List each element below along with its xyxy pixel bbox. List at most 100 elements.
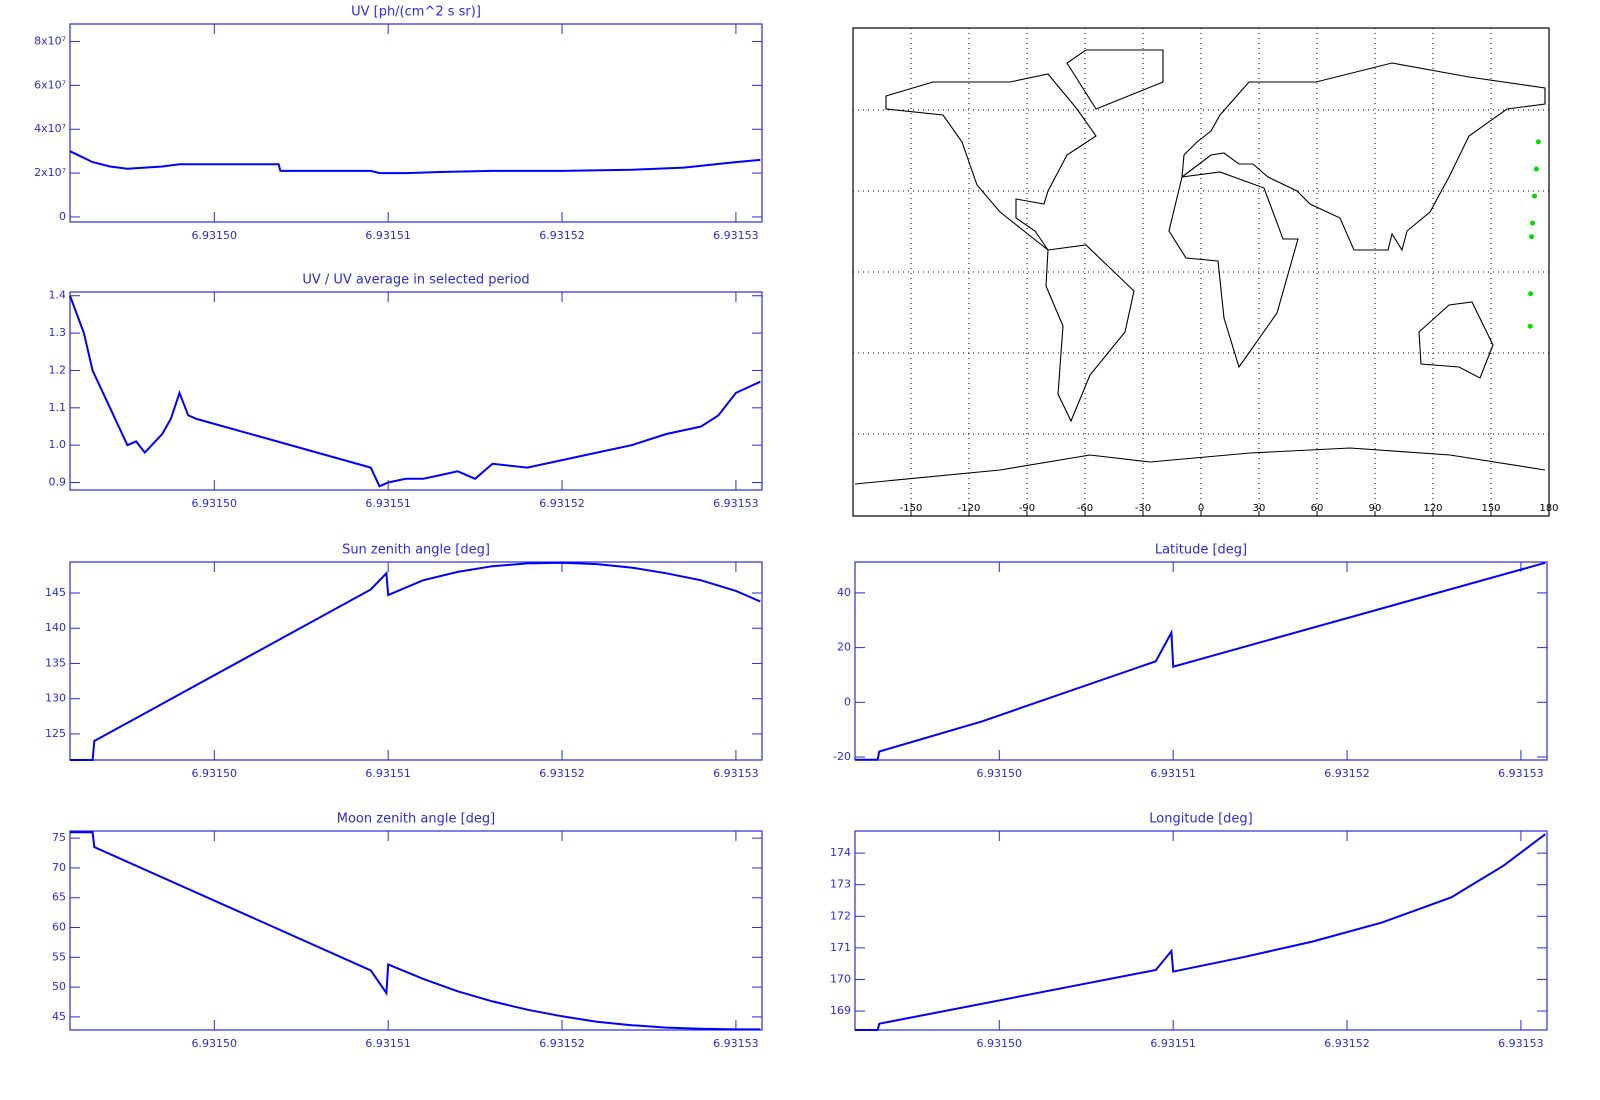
africa xyxy=(1168,171,1299,369)
y-tick-label: 65 xyxy=(52,891,66,904)
y-tick-label: 170 xyxy=(830,972,851,985)
y-tick-label: 2x10⁷ xyxy=(34,166,66,179)
x-tick-label: -30 xyxy=(1135,503,1151,514)
y-tick-label: 1.1 xyxy=(49,401,67,414)
plot-frame xyxy=(69,23,763,223)
map-frame xyxy=(852,27,1550,517)
x-tick-label: 120 xyxy=(1423,503,1442,514)
y-tick-label: 1.0 xyxy=(49,438,67,451)
track-point xyxy=(1529,234,1535,240)
x-tick-label: 6.93152 xyxy=(539,1037,585,1050)
data-line xyxy=(70,561,761,761)
plot-frame xyxy=(854,561,1548,761)
x-tick-label: 0 xyxy=(1198,503,1204,514)
y-tick-label: 60 xyxy=(52,921,66,934)
data-line xyxy=(855,561,1546,761)
x-tick-label: 6.93150 xyxy=(192,1037,238,1050)
x-tick-label: 30 xyxy=(1253,503,1266,514)
x-tick-label: 6.93153 xyxy=(1498,1037,1544,1050)
x-tick-label: -90 xyxy=(1019,503,1035,514)
plot-frame xyxy=(69,291,763,491)
track-point xyxy=(1533,166,1539,172)
y-tick-label: 135 xyxy=(45,656,66,669)
track-point xyxy=(1527,323,1533,329)
plot-frame xyxy=(854,830,1548,1031)
x-tick-label: 6.93152 xyxy=(539,229,585,242)
x-tick-label: -150 xyxy=(900,503,923,514)
x-tick-label: 6.93152 xyxy=(1324,767,1370,780)
y-tick-label: 130 xyxy=(45,692,66,705)
y-tick-label: 140 xyxy=(45,621,66,634)
y-tick-label: 174 xyxy=(830,846,851,859)
x-tick-label: 6.93151 xyxy=(365,229,411,242)
x-tick-label: 6.93151 xyxy=(1150,1037,1196,1050)
y-tick-label: 1.4 xyxy=(49,289,67,302)
x-tick-label: 6.93150 xyxy=(192,229,238,242)
x-tick-label: 6.93152 xyxy=(539,767,585,780)
y-tick-label: 6x10⁷ xyxy=(34,78,66,91)
y-tick-label: 55 xyxy=(52,950,66,963)
data-line xyxy=(70,831,761,1031)
north-america xyxy=(885,73,1097,251)
x-tick-label: 90 xyxy=(1369,503,1382,514)
chart-title: Sun zenith angle [deg] xyxy=(342,543,490,558)
x-tick-label: 6.93150 xyxy=(977,767,1023,780)
x-tick-label: 6.93150 xyxy=(192,767,238,780)
track-point xyxy=(1532,193,1537,199)
y-tick-label: 75 xyxy=(52,831,66,844)
x-tick-label: 6.93153 xyxy=(713,1037,759,1050)
x-tick-label: 150 xyxy=(1481,503,1500,514)
y-tick-label: 173 xyxy=(830,878,851,891)
y-tick-label: 20 xyxy=(837,641,851,654)
x-tick-label: 6.93151 xyxy=(1150,767,1196,780)
antarctica xyxy=(854,447,1546,485)
data-line xyxy=(855,833,1546,1031)
x-tick-label: 180 xyxy=(1539,503,1558,514)
plot-frame xyxy=(69,830,763,1031)
y-tick-label: 70 xyxy=(52,861,66,874)
y-tick-label: 1.3 xyxy=(49,326,67,339)
y-tick-label: 171 xyxy=(830,941,851,954)
x-tick-label: 60 xyxy=(1311,503,1324,514)
x-tick-label: 6.93151 xyxy=(365,1037,411,1050)
x-tick-label: 6.93150 xyxy=(192,497,238,510)
chart-title: Longitude [deg] xyxy=(1149,812,1252,827)
x-tick-label: 6.93153 xyxy=(1498,767,1544,780)
data-line xyxy=(69,150,761,175)
y-tick-label: 125 xyxy=(45,727,66,740)
y-tick-label: 1.2 xyxy=(49,363,67,376)
y-tick-label: 0.9 xyxy=(49,476,67,489)
chart-title: Latitude [deg] xyxy=(1155,543,1247,558)
y-tick-label: 172 xyxy=(830,909,851,922)
coastlines xyxy=(853,49,1549,485)
eurasia xyxy=(1181,62,1546,252)
greenland xyxy=(1066,49,1164,110)
australia xyxy=(1418,301,1494,379)
track-point xyxy=(1530,220,1536,226)
y-tick-label: 50 xyxy=(52,980,66,993)
x-tick-label: 6.93151 xyxy=(365,497,411,510)
plot-frame xyxy=(69,561,763,761)
south-america xyxy=(1045,244,1135,423)
x-tick-label: 6.93151 xyxy=(365,767,411,780)
x-tick-label: 6.93153 xyxy=(713,767,759,780)
x-tick-label: -120 xyxy=(958,503,981,514)
x-tick-label: 6.93150 xyxy=(977,1037,1023,1050)
x-tick-label: 6.93153 xyxy=(713,497,759,510)
x-tick-label: 6.93152 xyxy=(539,497,585,510)
y-tick-label: 4x10⁷ xyxy=(34,122,66,135)
x-tick-label: 6.93152 xyxy=(1324,1037,1370,1050)
chart-title: UV / UV average in selected period xyxy=(302,273,529,288)
y-tick-label: 45 xyxy=(52,1010,66,1023)
data-line xyxy=(69,295,761,488)
chart-title: UV [ph/(cm^2 s sr)] xyxy=(351,5,481,20)
track-point xyxy=(1535,139,1541,145)
y-tick-label: 8x10⁷ xyxy=(34,35,66,48)
track-point xyxy=(1528,291,1534,297)
y-tick-label: 40 xyxy=(837,586,851,599)
x-tick-label: -60 xyxy=(1077,503,1093,514)
y-tick-label: 0 xyxy=(59,210,66,223)
chart-title: Moon zenith angle [deg] xyxy=(337,812,495,827)
y-tick-label: 0 xyxy=(844,695,851,708)
